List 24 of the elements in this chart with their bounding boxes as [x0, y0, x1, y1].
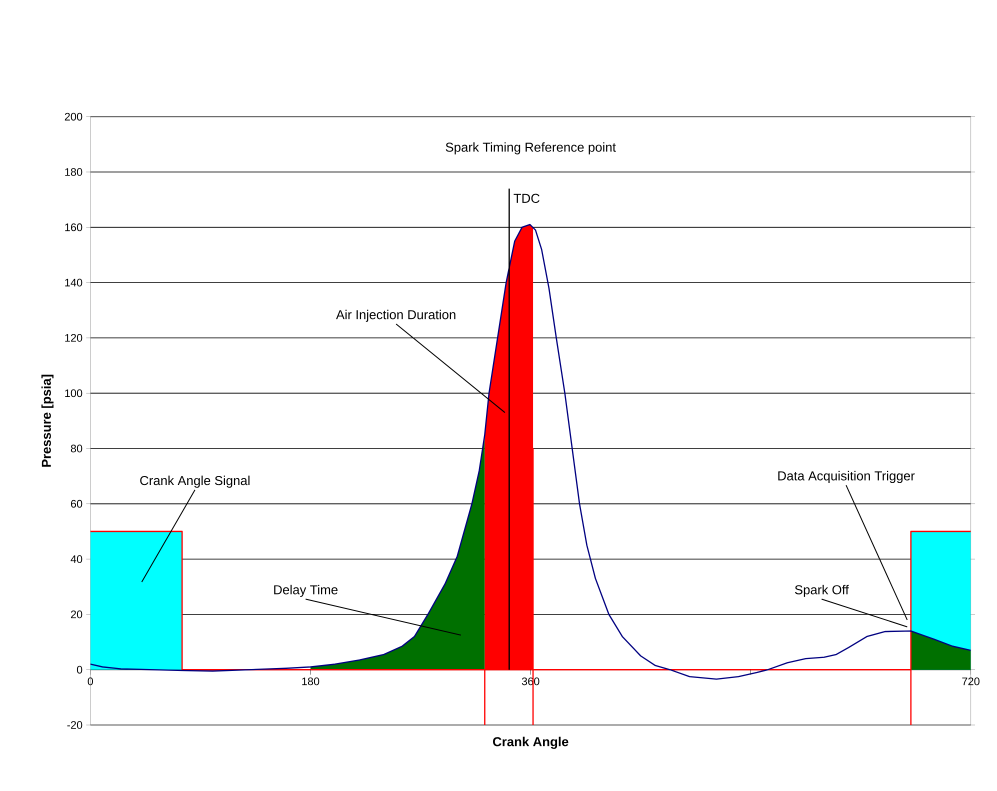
y-tick-label: 140 — [65, 278, 82, 286]
y-tick-label: 120 — [65, 334, 82, 342]
x-axis-title: Crank Angle — [492, 736, 568, 749]
y-tick-label: 40 — [70, 555, 82, 563]
y-tick-label: 20 — [70, 610, 82, 618]
y-tick-label: 0 — [76, 666, 82, 674]
annotation: Crank Angle Signal — [140, 476, 250, 488]
y-tick-label: 160 — [65, 223, 82, 232]
y-tick-label: 60 — [71, 500, 82, 508]
y-tick-label: -20 — [67, 721, 82, 729]
annotation: Data Acquisition Trigger — [778, 470, 915, 484]
annotation: Spark Off — [794, 584, 849, 597]
annotation: TDC — [514, 194, 540, 203]
annotation: Delay Time — [274, 584, 338, 597]
y-tick-label: 80 — [70, 444, 82, 452]
x-tick-label: 0 — [88, 677, 94, 686]
y-tick-label: 200 — [64, 112, 82, 121]
x-tick-label: 720 — [962, 677, 980, 686]
x-tick-label: 180 — [302, 677, 320, 686]
y-axis-title: Pressure [psia] — [41, 374, 54, 467]
annotation: Air Injection Duration — [336, 310, 456, 322]
annotation: Spark Timing Reference point — [446, 142, 616, 154]
y-tick-label: 180 — [65, 168, 82, 176]
y-tick-label: 100 — [65, 389, 82, 398]
